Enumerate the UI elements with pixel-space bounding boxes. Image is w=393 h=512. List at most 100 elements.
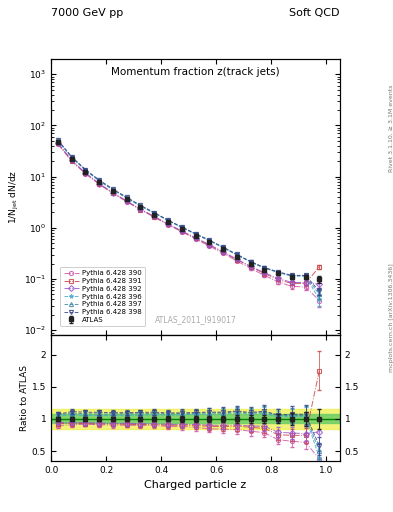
Pythia 6.428 392: [97, 181, 101, 187]
Pythia 6.428 398: [303, 272, 308, 279]
Pythia 6.428 397: [221, 244, 226, 250]
Pythia 6.428 396: [56, 138, 61, 144]
Pythia 6.428 397: [125, 195, 129, 201]
Pythia 6.428 396: [138, 203, 143, 209]
Pythia 6.428 392: [180, 228, 184, 234]
Text: Soft QCD: Soft QCD: [290, 8, 340, 18]
Pythia 6.428 396: [276, 269, 281, 275]
Pythia 6.428 398: [180, 224, 184, 230]
Pythia 6.428 390: [317, 297, 322, 304]
Pythia 6.428 391: [125, 198, 129, 204]
Pythia 6.428 396: [235, 252, 239, 258]
Pythia 6.428 398: [221, 244, 226, 250]
Pythia 6.428 390: [97, 181, 101, 187]
Pythia 6.428 397: [152, 210, 156, 216]
Pythia 6.428 392: [152, 214, 156, 220]
Pythia 6.428 392: [193, 234, 198, 241]
Line: Pythia 6.428 392: Pythia 6.428 392: [56, 141, 321, 286]
Pythia 6.428 390: [235, 258, 239, 264]
Y-axis label: Ratio to ATLAS: Ratio to ATLAS: [20, 365, 29, 431]
Pythia 6.428 396: [317, 296, 322, 303]
Pythia 6.428 398: [125, 194, 129, 200]
Pythia 6.428 391: [207, 242, 212, 248]
Pythia 6.428 392: [317, 281, 322, 287]
Pythia 6.428 397: [207, 237, 212, 243]
Pythia 6.428 397: [193, 231, 198, 237]
Text: ATLAS_2011_I919017: ATLAS_2011_I919017: [154, 315, 237, 324]
Pythia 6.428 396: [125, 195, 129, 201]
Pythia 6.428 396: [83, 167, 88, 174]
Pythia 6.428 397: [138, 203, 143, 209]
X-axis label: Charged particle z: Charged particle z: [144, 480, 247, 490]
Pythia 6.428 398: [166, 217, 171, 223]
Pythia 6.428 392: [83, 170, 88, 176]
Pythia 6.428 396: [207, 238, 212, 244]
Pythia 6.428 396: [221, 245, 226, 251]
Pythia 6.428 390: [69, 158, 74, 164]
Pythia 6.428 390: [193, 236, 198, 242]
Pythia 6.428 391: [235, 257, 239, 263]
Pythia 6.428 396: [193, 231, 198, 238]
Pythia 6.428 391: [56, 140, 61, 146]
Pythia 6.428 392: [138, 206, 143, 212]
Pythia 6.428 398: [56, 137, 61, 143]
Pythia 6.428 397: [69, 154, 74, 160]
Pythia 6.428 397: [180, 224, 184, 230]
Pythia 6.428 390: [289, 283, 294, 289]
Pythia 6.428 391: [138, 206, 143, 212]
Pythia 6.428 397: [289, 273, 294, 279]
Pythia 6.428 390: [262, 272, 267, 279]
Pythia 6.428 397: [83, 167, 88, 173]
Pythia 6.428 397: [97, 178, 101, 184]
Pythia 6.428 392: [207, 242, 212, 248]
Pythia 6.428 396: [69, 155, 74, 161]
Pythia 6.428 398: [69, 154, 74, 160]
Text: mcplots.cern.ch [arXiv:1306.3436]: mcplots.cern.ch [arXiv:1306.3436]: [389, 263, 393, 372]
Pythia 6.428 391: [111, 190, 116, 196]
Pythia 6.428 397: [166, 217, 171, 223]
Pythia 6.428 390: [221, 250, 226, 257]
Bar: [51, 409, 340, 429]
Pythia 6.428 396: [248, 259, 253, 265]
Pythia 6.428 390: [166, 222, 171, 228]
Pythia 6.428 391: [152, 214, 156, 220]
Pythia 6.428 390: [207, 243, 212, 249]
Pythia 6.428 392: [262, 270, 267, 276]
Text: Rivet 3.1.10, ≥ 3.1M events: Rivet 3.1.10, ≥ 3.1M events: [389, 84, 393, 172]
Pythia 6.428 398: [317, 288, 322, 294]
Pythia 6.428 392: [56, 140, 61, 146]
Pythia 6.428 392: [125, 198, 129, 204]
Pythia 6.428 397: [111, 186, 116, 193]
Pythia 6.428 398: [248, 259, 253, 265]
Pythia 6.428 392: [166, 221, 171, 227]
Text: 7000 GeV pp: 7000 GeV pp: [51, 8, 123, 18]
Pythia 6.428 391: [166, 221, 171, 227]
Pythia 6.428 398: [235, 251, 239, 258]
Pythia 6.428 396: [303, 273, 308, 279]
Pythia 6.428 397: [262, 265, 267, 271]
Pythia 6.428 398: [262, 264, 267, 270]
Pythia 6.428 391: [180, 228, 184, 234]
Pythia 6.428 390: [111, 190, 116, 197]
Pythia 6.428 390: [303, 284, 308, 290]
Pythia 6.428 391: [289, 281, 294, 287]
Pythia 6.428 398: [111, 186, 116, 192]
Pythia 6.428 392: [69, 157, 74, 163]
Pythia 6.428 392: [276, 275, 281, 282]
Line: Pythia 6.428 398: Pythia 6.428 398: [56, 138, 321, 293]
Pythia 6.428 390: [138, 207, 143, 213]
Y-axis label: 1/N$_\mathrm{jet}$ dN/dz: 1/N$_\mathrm{jet}$ dN/dz: [8, 170, 21, 224]
Pythia 6.428 397: [248, 259, 253, 265]
Line: Pythia 6.428 391: Pythia 6.428 391: [56, 141, 321, 286]
Pythia 6.428 398: [207, 237, 212, 243]
Pythia 6.428 392: [221, 249, 226, 255]
Pythia 6.428 396: [97, 178, 101, 184]
Pythia 6.428 397: [303, 273, 308, 279]
Pythia 6.428 390: [276, 279, 281, 285]
Pythia 6.428 398: [97, 177, 101, 183]
Bar: [51, 414, 340, 423]
Pythia 6.428 397: [317, 291, 322, 297]
Pythia 6.428 390: [180, 229, 184, 235]
Pythia 6.428 398: [138, 202, 143, 208]
Pythia 6.428 396: [180, 225, 184, 231]
